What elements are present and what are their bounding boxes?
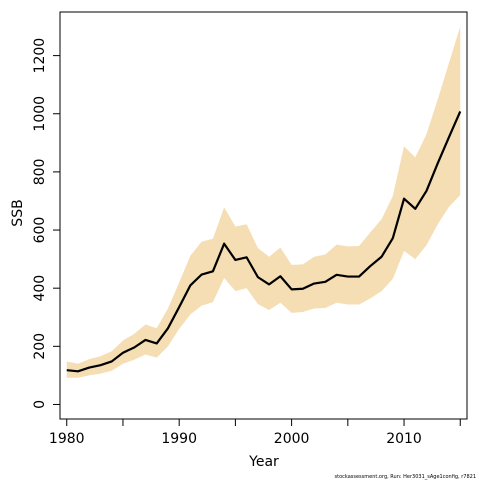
x-tick-label: 1990 [161, 431, 197, 447]
y-axis-title: SSB [10, 199, 26, 226]
confidence-band [66, 26, 461, 378]
y-tick-label: 200 [32, 333, 48, 360]
x-axis: 1980 1990 2000 2010 [49, 418, 461, 447]
footnote: stockassessment.org, Run: Her3031_sAge1c… [335, 474, 476, 480]
x-tick-label: 2010 [386, 431, 422, 447]
x-axis-title: Year [248, 454, 279, 470]
y-tick-label: 1000 [32, 96, 48, 132]
ssb-series-line [66, 110, 462, 373]
y-tick-label: 800 [32, 159, 48, 186]
y-tick-label: 600 [32, 217, 48, 244]
confidence-band-layer [66, 26, 461, 378]
y-axis: 0 200 400 600 800 1000 1200 [32, 38, 61, 409]
series-line-layer [66, 110, 462, 373]
y-tick-label: 1200 [32, 38, 48, 74]
y-tick-label: 400 [32, 275, 48, 302]
x-tick-label: 2000 [274, 431, 310, 447]
y-tick-label: 0 [32, 400, 48, 409]
x-tick-label: 1980 [49, 431, 85, 447]
